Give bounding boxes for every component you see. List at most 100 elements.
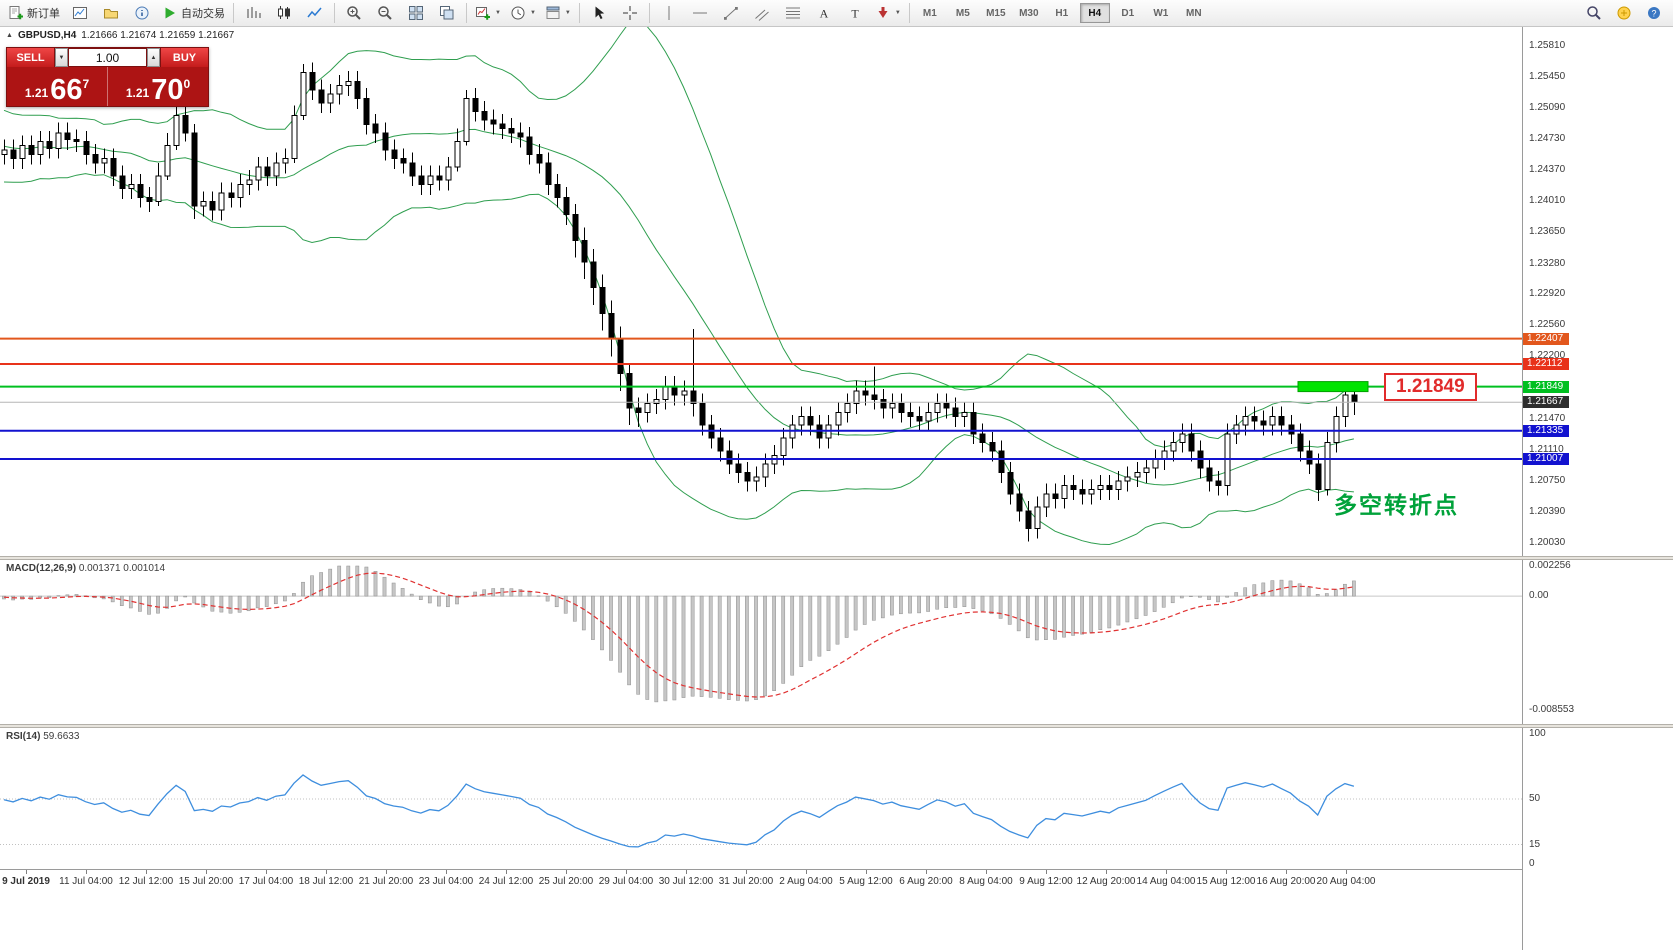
rsi-pane[interactable]: RSI(14) 59.6633: [0, 728, 1673, 869]
price-scale-label: 1.21470: [1529, 413, 1566, 424]
svg-text:T: T: [851, 7, 859, 21]
indicators-icon: [475, 5, 491, 21]
price-scale-label: 1.20030: [1529, 537, 1566, 548]
rsi-scale-label: 15: [1529, 839, 1541, 850]
candlestick-button[interactable]: [269, 1, 299, 25]
timeframe-mn-button[interactable]: MN: [1186, 7, 1202, 19]
search-button[interactable]: [1579, 1, 1609, 25]
timeframe-w1-button[interactable]: W1: [1153, 7, 1169, 19]
timeframe-m15-button[interactable]: M15: [986, 7, 1006, 19]
timeframe-m5-button[interactable]: M5: [955, 7, 970, 19]
timeframe-m30-button[interactable]: M30: [1019, 7, 1039, 19]
price-scale-label: 1.24730: [1529, 133, 1566, 144]
highlight-rectangle[interactable]: [1297, 381, 1369, 393]
buy-price-pip: 0: [183, 77, 191, 91]
time-label: 30 Jul 12:00: [658, 876, 714, 887]
crosshair-button[interactable]: [615, 1, 645, 25]
community-button[interactable]: [1609, 1, 1639, 25]
price-callout-label[interactable]: 1.21849: [1384, 373, 1477, 401]
time-tick: [986, 870, 987, 874]
time-tick: [1166, 870, 1167, 874]
profiles-button[interactable]: [96, 1, 126, 25]
time-axis[interactable]: 9 Jul 2019 11 Jul 04:00 12 Jul 12:00 15 Jul…: [0, 869, 1673, 950]
chinese-annotation[interactable]: 多空转折点: [1334, 493, 1459, 518]
rsi-name: RSI(14): [6, 731, 41, 742]
horizontal-line-button[interactable]: [685, 1, 715, 25]
cursor-button[interactable]: [584, 1, 614, 25]
pane-splitter[interactable]: [0, 724, 1673, 728]
price-chart-pane[interactable]: ▲ GBPUSD,H4 1.21666 1.21674 1.21659 1.21…: [0, 27, 1673, 556]
channel-icon: [754, 5, 770, 21]
buy-price[interactable]: 1.21 70 0: [108, 67, 208, 106]
pane-splitter[interactable]: [0, 556, 1673, 560]
vertical-line-button[interactable]: [654, 1, 684, 25]
price-axis[interactable]: 1.25810 1.25450 1.25090 1.24730 1.24370 1.240…: [1522, 27, 1673, 950]
new-order-icon: [8, 5, 24, 21]
fibonacci-button[interactable]: [778, 1, 808, 25]
bollinger-lower-band: [3, 173, 1354, 546]
profiles-icon: [103, 5, 119, 21]
chart-window-button[interactable]: [65, 1, 95, 25]
time-label: 8 Aug 04:00: [959, 876, 1013, 887]
periods-button[interactable]: ▼: [506, 1, 540, 25]
time-label: 15 Aug 12:00: [1196, 876, 1256, 887]
rsi-scale-label: 50: [1529, 793, 1541, 804]
zoom-in-button[interactable]: [339, 1, 369, 25]
templates-button[interactable]: ▼: [541, 1, 575, 25]
lot-decrease-button[interactable]: ▼: [55, 48, 68, 67]
data-window-button[interactable]: [127, 1, 157, 25]
one-click-collapse-icon[interactable]: ▲: [6, 32, 13, 39]
lot-size-input[interactable]: [68, 48, 147, 67]
line-icon: [307, 5, 323, 21]
svg-text:?: ?: [1651, 9, 1656, 19]
time-label: 12 Aug 20:00: [1076, 876, 1136, 887]
timeframe-d1-button[interactable]: D1: [1121, 7, 1135, 19]
tile-windows-button[interactable]: [401, 1, 431, 25]
svg-text:A: A: [820, 7, 829, 21]
ohlc-values: 1.21666 1.21674 1.21659 1.21667: [81, 30, 235, 41]
rsi-canvas[interactable]: [0, 728, 1522, 869]
line-chart-button[interactable]: [300, 1, 330, 25]
arrows-button[interactable]: ▼: [871, 1, 905, 25]
sell-button[interactable]: SELL: [7, 48, 55, 67]
time-label: 2 Aug 04:00: [779, 876, 833, 887]
arrow-icon: [875, 5, 891, 21]
timeframe-h1-button[interactable]: H1: [1055, 7, 1069, 19]
time-tick: [26, 870, 27, 874]
price-chart-canvas[interactable]: [0, 27, 1522, 556]
indicators-button[interactable]: ▼: [471, 1, 505, 25]
rsi-label: RSI(14) 59.6633: [6, 731, 79, 742]
help-button[interactable]: ?: [1639, 1, 1669, 25]
current-price-tag: 1.21667: [1523, 396, 1569, 408]
macd-pane[interactable]: MACD(12,26,9) 0.001371 0.001014: [0, 560, 1673, 724]
lot-increase-button[interactable]: ▲: [147, 48, 160, 67]
buy-price-major: 1.21: [125, 86, 150, 100]
time-label: 16 Aug 20:00: [1256, 876, 1316, 887]
rsi-value: 59.6633: [43, 731, 80, 742]
hline-icon: [692, 5, 708, 21]
price-tag: 1.22112: [1523, 358, 1569, 370]
timeframe-m1-button[interactable]: M1: [922, 7, 937, 19]
buy-button[interactable]: BUY: [160, 48, 208, 67]
label-button[interactable]: T: [840, 1, 870, 25]
timeframe-h4-button[interactable]: H4: [1079, 3, 1110, 23]
new-order-button[interactable]: 新订单: [4, 1, 64, 25]
community-icon: [1616, 5, 1632, 21]
price-scale-label: 1.23280: [1529, 258, 1566, 269]
sell-price[interactable]: 1.21 66 7: [7, 67, 107, 106]
macd-canvas[interactable]: [0, 560, 1522, 724]
zoom-out-button[interactable]: [370, 1, 400, 25]
auto-arrange-button[interactable]: [432, 1, 462, 25]
price-divider: [107, 67, 108, 106]
time-tick: [1106, 870, 1107, 874]
autotrading-button[interactable]: 自动交易: [158, 1, 229, 25]
equidistant-channel-button[interactable]: [747, 1, 777, 25]
text-button[interactable]: A: [809, 1, 839, 25]
fibo-icon: [785, 5, 801, 21]
bar-chart-button[interactable]: [238, 1, 268, 25]
time-tick: [686, 870, 687, 874]
candles-icon: [276, 5, 292, 21]
trendline-button[interactable]: [716, 1, 746, 25]
time-label: 6 Aug 20:00: [899, 876, 953, 887]
autotrading-button-label: 自动交易: [181, 8, 225, 20]
